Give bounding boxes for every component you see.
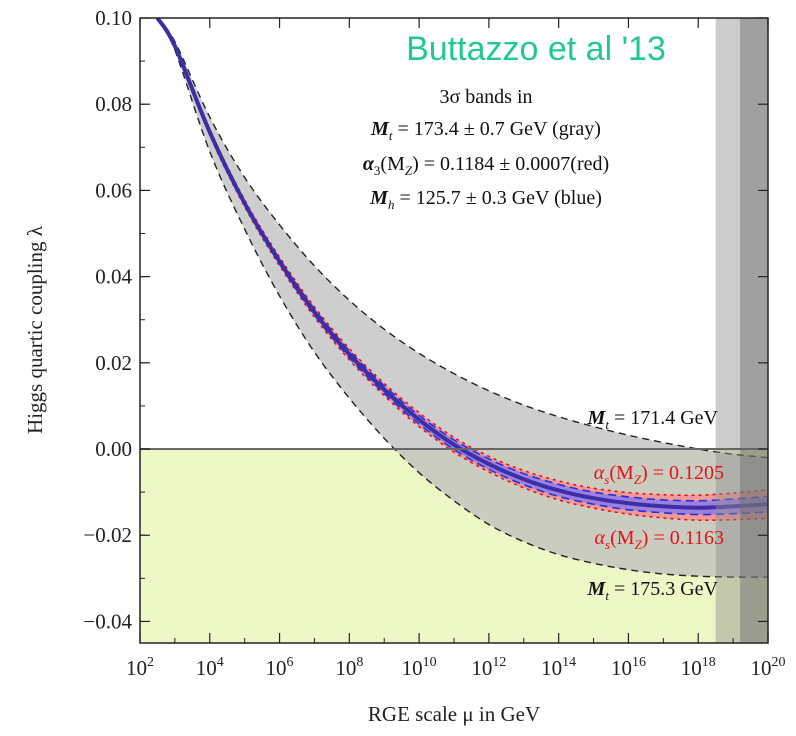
as-range-label: α3(MZ) = 0.1184 ± 0.0007(red)	[363, 153, 609, 178]
y-tick-label: 0.02	[95, 351, 132, 375]
x-tick-label: 1020	[751, 655, 786, 680]
central-line	[155, 18, 768, 510]
mt-upper-label: Mt = 171.4 GeV	[587, 407, 719, 432]
mt-band	[157, 18, 768, 578]
credit-label: Buttazzo et al '13	[406, 30, 666, 68]
y-tick-label: 0.06	[95, 178, 132, 202]
y-tick-label: 0.04	[95, 265, 132, 289]
y-axis-label: Higgs quartic coupling λ	[23, 225, 47, 434]
mh-range-label: Mh = 125.7 ± 0.3 GeV (blue)	[369, 187, 602, 212]
x-tick-label: 1014	[541, 655, 576, 680]
y-tick-label: −0.02	[83, 523, 132, 547]
x-tick-label: 108	[335, 655, 363, 680]
y-tick-label: −0.04	[83, 609, 132, 633]
mh-upper-line	[156, 18, 768, 502]
planck-band-1	[715, 18, 768, 643]
mt-lower-line	[156, 18, 768, 578]
x-tick-label: 106	[266, 655, 294, 680]
x-tick-label: 102	[126, 655, 154, 680]
x-tick-label: 104	[196, 655, 224, 680]
x-tick-label: 1018	[681, 655, 716, 680]
mt-lower-label: Mt = 175.3 GeV	[587, 578, 719, 603]
planck-band-2	[740, 18, 768, 643]
mt-range-label: Mt = 173.4 ± 0.7 GeV (gray)	[370, 118, 601, 143]
as-upper-label: αs(MZ) = 0.1205	[594, 462, 724, 487]
x-axis-label: RGE scale μ in GeV	[368, 702, 540, 726]
as-lower-label: αs(MZ) = 0.1163	[595, 527, 724, 552]
x-tick-label: 1016	[611, 655, 646, 680]
y-tick-label: 0.00	[95, 437, 132, 461]
y-tick-label: 0.08	[95, 92, 132, 116]
x-tick-label: 1010	[402, 655, 437, 680]
band-title: 3σ bands in	[440, 86, 533, 108]
mt-upper-line	[156, 18, 768, 459]
y-tick-label: 0.10	[95, 6, 132, 30]
x-tick-label: 1012	[471, 655, 506, 680]
